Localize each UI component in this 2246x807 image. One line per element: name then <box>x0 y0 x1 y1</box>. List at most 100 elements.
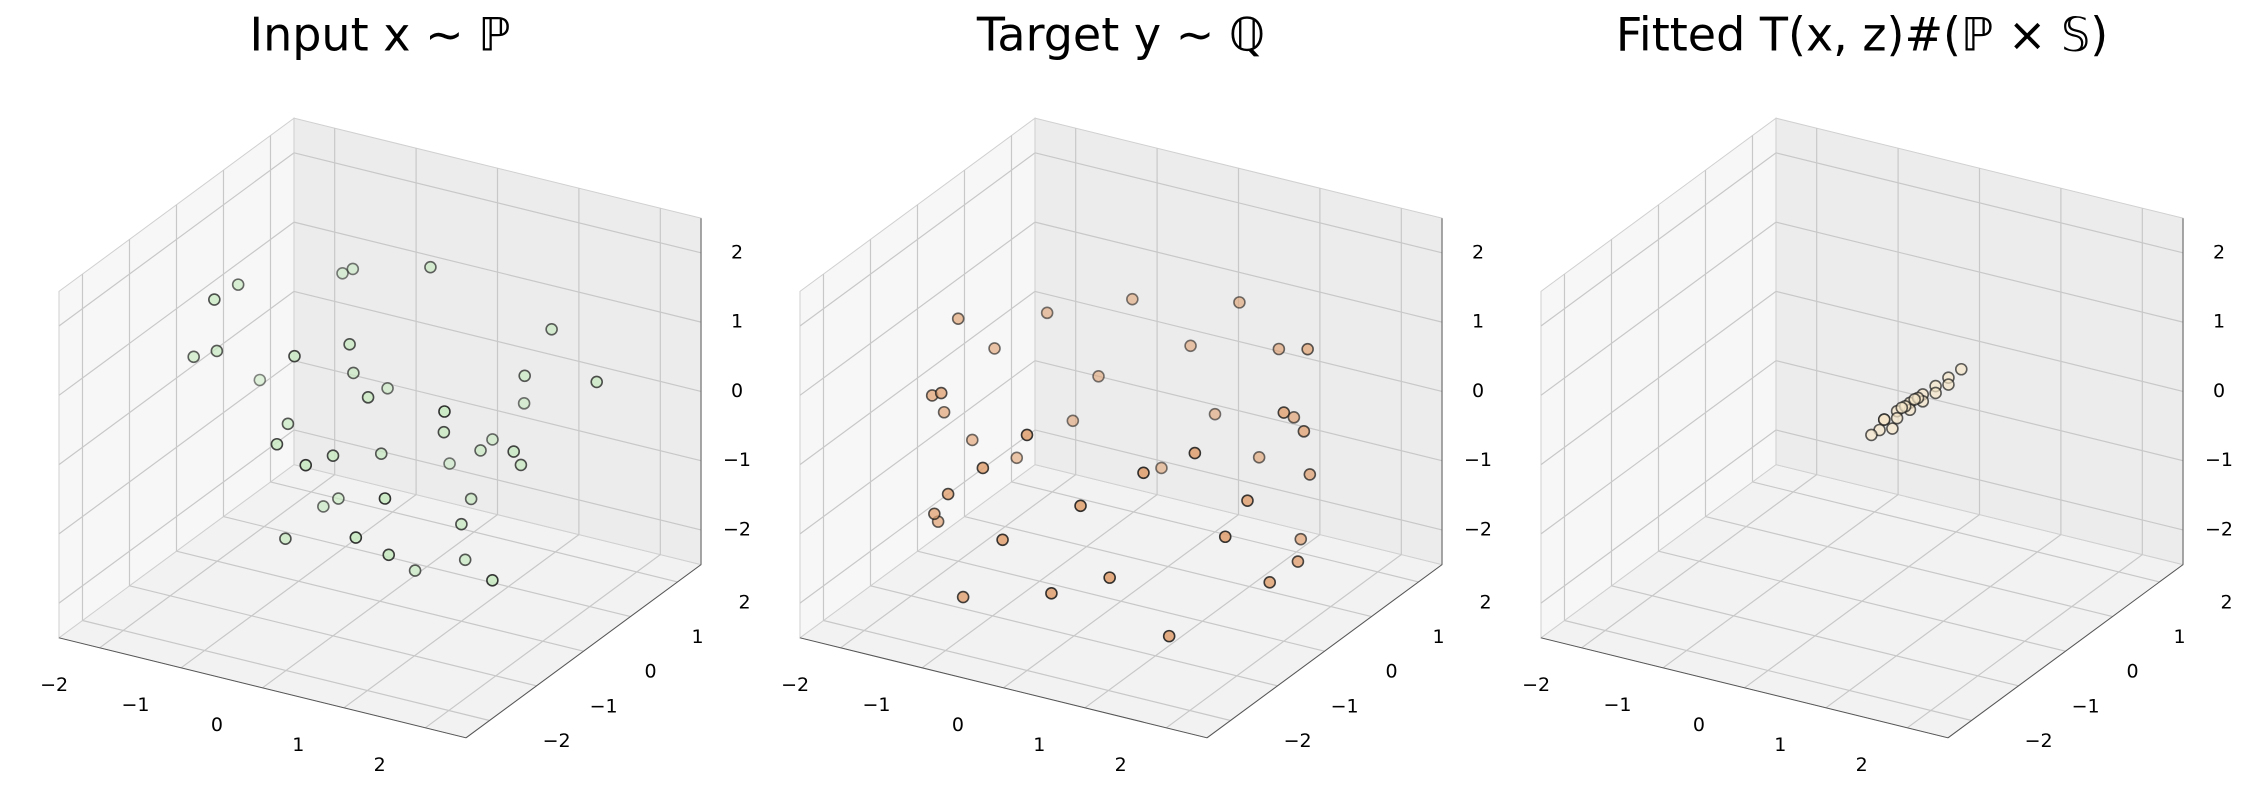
z-grid-line <box>1775 221 2184 323</box>
point <box>381 381 394 395</box>
z-grid-line <box>799 429 1036 604</box>
z-grid-line <box>799 221 1036 396</box>
point <box>382 548 396 562</box>
point <box>408 564 422 577</box>
z-grid-line <box>799 290 1036 466</box>
point <box>517 397 531 410</box>
point <box>187 350 200 364</box>
point <box>299 458 313 472</box>
y-tick-label: 2 <box>2221 591 2233 613</box>
y-grid-line <box>1611 585 2019 687</box>
y-tick-label: −2 <box>1284 730 1312 752</box>
subplot: −2 −1 0 1 2 −2 −1 0 1 2 −2 −1 0 1 2 Target y ∼ ℚ <box>781 8 1492 777</box>
z-tick-label: 1 <box>731 311 743 333</box>
point <box>1301 342 1314 356</box>
point <box>455 517 468 531</box>
point <box>514 458 528 472</box>
point <box>1010 451 1024 465</box>
z-tick-label: 0 <box>2213 380 2225 402</box>
point <box>1303 468 1317 481</box>
point <box>951 312 965 326</box>
point <box>507 445 520 458</box>
point <box>347 366 360 380</box>
point <box>590 375 603 389</box>
z-grid-line <box>293 429 702 531</box>
y-grid-line <box>223 515 631 618</box>
y-tick-label: 0 <box>1386 661 1398 683</box>
point <box>349 531 363 544</box>
z-grid-line <box>58 429 295 604</box>
point <box>937 405 951 419</box>
z-grid-line <box>293 152 702 254</box>
x-tick-label: −2 <box>781 674 809 696</box>
point <box>486 574 499 587</box>
point <box>378 492 392 505</box>
z-grid-line <box>1540 221 1777 396</box>
z-tick-label: 2 <box>731 241 743 263</box>
y-tick-label: −1 <box>2072 695 2100 717</box>
point <box>1188 446 1202 460</box>
point <box>1277 406 1291 419</box>
point <box>1294 532 1308 546</box>
z-tick-label: 0 <box>1472 380 1484 402</box>
x-tick-label: 0 <box>952 714 964 736</box>
point <box>941 487 955 501</box>
z-grid-line <box>1775 152 2184 254</box>
y-tick-label: 2 <box>739 591 751 613</box>
point <box>545 322 558 336</box>
z-grid-line <box>799 152 1036 327</box>
z-grid-line <box>58 152 295 327</box>
point <box>1045 587 1058 600</box>
point <box>437 425 451 439</box>
point <box>464 492 478 506</box>
y-grid-line <box>823 619 1231 722</box>
point <box>1929 386 1942 400</box>
point <box>317 500 330 513</box>
z-tick-label: 1 <box>1472 311 1484 333</box>
point <box>374 447 388 461</box>
point <box>976 461 990 475</box>
point <box>281 417 295 431</box>
point <box>361 391 375 404</box>
point <box>1040 306 1054 320</box>
point <box>1208 407 1222 421</box>
y-grid-line <box>870 585 1278 687</box>
point <box>1162 629 1176 643</box>
point <box>326 449 340 463</box>
point <box>1092 369 1105 383</box>
point <box>1126 292 1139 306</box>
point <box>1155 461 1168 475</box>
point <box>332 492 345 505</box>
y-tick-label: −1 <box>1331 695 1359 717</box>
point <box>1865 428 1878 442</box>
point <box>1886 422 1899 435</box>
z-grid-line <box>58 221 295 396</box>
z-tick-label: 2 <box>1472 241 1484 263</box>
z-tick-label: 0 <box>731 380 743 402</box>
x-tick-label: 2 <box>1115 754 1127 776</box>
y-grid-line <box>82 619 490 722</box>
axis-line <box>799 637 1208 739</box>
subplot: −2 −1 0 1 2 −2 −1 0 1 2 −2 −1 0 1 2 Input x ∼ ℙ <box>40 8 751 777</box>
axis-line <box>1540 637 1949 739</box>
x-tick-label: 1 <box>292 734 304 756</box>
point <box>336 266 349 280</box>
point <box>988 342 1001 355</box>
x-tick-label: 1 <box>1774 734 1786 756</box>
point <box>486 433 499 446</box>
z-grid-line <box>1775 429 2184 531</box>
point <box>1297 425 1311 438</box>
subplot: −2 −1 0 1 2 −2 −1 0 1 2 −2 −1 0 1 2 Fitted T(x, z)#(ℙ ×… <box>1522 8 2233 777</box>
z-grid-line <box>1034 221 1443 323</box>
z-grid-line <box>1034 290 1443 392</box>
axis-line <box>1947 564 2184 739</box>
z-tick-label: −2 <box>2205 518 2233 540</box>
point <box>443 457 456 470</box>
chart-title: Fitted T(x, z)#(ℙ × 𝕊) <box>1616 8 2108 62</box>
z-tick-label: 2 <box>2213 241 2225 263</box>
y-grid-line <box>1752 481 2160 583</box>
z-grid-line <box>293 221 702 323</box>
x-tick-label: −1 <box>1603 694 1631 716</box>
point <box>270 437 284 451</box>
x-tick-label: −1 <box>121 694 149 716</box>
